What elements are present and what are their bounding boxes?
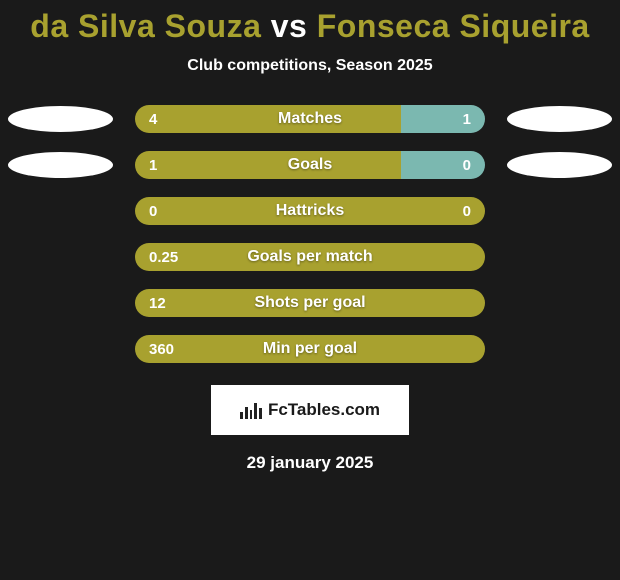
player2-name: Fonseca Siqueira [317,8,590,44]
stat-bar: 00Hattricks [135,197,485,225]
stat-bar: 41Matches [135,105,485,133]
stat-row: 12Shots per goal [0,289,620,317]
stat-row: 0.25Goals per match [0,243,620,271]
stat-bar: 10Goals [135,151,485,179]
vs-label: vs [271,8,308,44]
stat-bar: 12Shots per goal [135,289,485,317]
stat-value-left: 12 [135,295,166,312]
stat-value-left: 0.25 [135,249,178,266]
stat-bar-left: 360 [135,335,485,363]
stat-row: 41Matches [0,105,620,133]
date: 29 january 2025 [247,453,374,473]
stat-bar-left: 0 [135,197,485,225]
stat-bar-left: 0.25 [135,243,485,271]
stat-bar-left: 12 [135,289,485,317]
stat-value-right: 1 [463,111,485,128]
stat-rows: 41Matches10Goals00Hattricks0.25Goals per… [0,105,620,363]
stat-value-right: 0 [463,157,485,174]
stat-value-left: 0 [135,203,157,220]
title: da Silva Souza vs Fonseca Siqueira [30,8,589,45]
stat-value-right: 0 [463,197,485,225]
player1-oval [8,152,113,178]
stat-row: 360Min per goal [0,335,620,363]
comparison-infographic: da Silva Souza vs Fonseca Siqueira Club … [0,0,620,580]
stat-value-left: 360 [135,341,174,358]
stat-value-left: 4 [135,111,157,128]
bar-chart-icon [240,401,262,419]
stat-bar: 0.25Goals per match [135,243,485,271]
stat-row: 10Goals [0,151,620,179]
player1-oval [8,106,113,132]
stat-bar-right: 0 [401,151,485,179]
stat-bar: 360Min per goal [135,335,485,363]
stat-bar-right: 1 [401,105,485,133]
player2-oval [507,152,612,178]
player2-oval [507,106,612,132]
logo-box: FcTables.com [211,385,409,435]
stat-row: 00Hattricks [0,197,620,225]
subtitle: Club competitions, Season 2025 [187,57,432,75]
stat-bar-left: 1 [135,151,401,179]
stat-bar-left: 4 [135,105,401,133]
logo-text: FcTables.com [268,400,380,420]
stat-value-left: 1 [135,157,157,174]
player1-name: da Silva Souza [30,8,261,44]
